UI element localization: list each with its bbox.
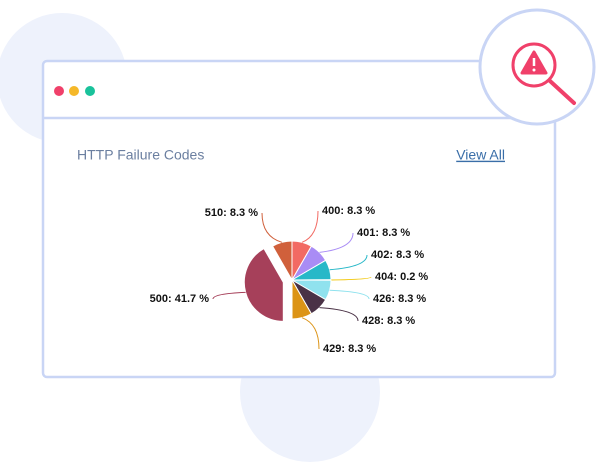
leader-line	[329, 254, 368, 271]
slice-label: 429: 8.3 %	[323, 343, 376, 355]
slice-label: 510: 8.3 %	[205, 207, 258, 219]
slice-label: 402: 8.3 %	[371, 249, 424, 261]
leader-line	[212, 291, 246, 300]
window-dot	[69, 86, 79, 96]
slice-label: 400: 8.3 %	[322, 205, 375, 217]
window-dot	[85, 86, 95, 96]
slice-label: 426: 8.3 %	[373, 293, 426, 305]
leader-line	[330, 276, 372, 281]
leader-line	[319, 307, 359, 322]
leader-line	[261, 212, 283, 243]
view-all-link[interactable]: View All	[456, 147, 505, 163]
slice-label: 428: 8.3 %	[362, 315, 415, 327]
slice-label: 500: 41.7 %	[150, 293, 210, 305]
window-dot	[54, 86, 64, 96]
card-title: HTTP Failure Codes	[77, 147, 204, 163]
pie-slice	[291, 278, 313, 320]
leader-line	[319, 232, 354, 253]
pie-slice	[271, 240, 293, 282]
slice-label: 404: 0.2 %	[375, 271, 428, 283]
pie-slice	[243, 247, 284, 322]
alert-badge	[478, 8, 596, 126]
leader-line	[301, 317, 320, 350]
slice-label: 401: 8.3 %	[357, 227, 410, 239]
leader-line	[301, 210, 319, 243]
leader-line	[329, 289, 370, 300]
pie-chart: 400: 8.3 % 401: 8.3 % 402: 8.3 % 404: 0.2 %…	[150, 205, 429, 355]
window	[41, 59, 557, 379]
